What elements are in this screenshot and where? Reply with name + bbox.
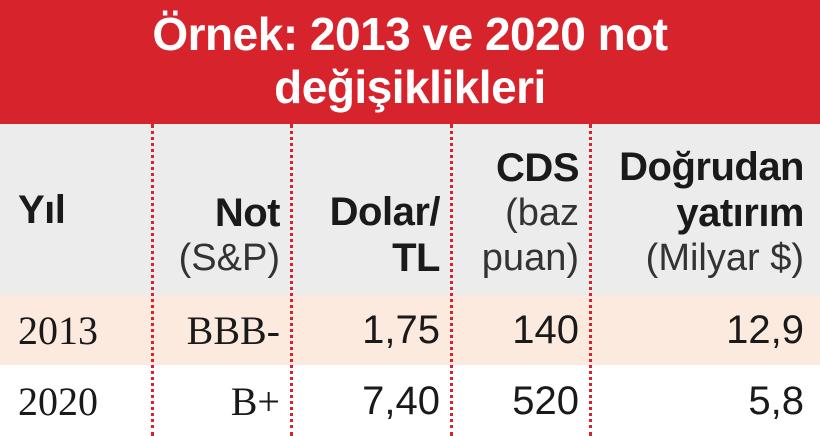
- title-line-1: Örnek: 2013 ve 2020 not: [152, 8, 668, 60]
- header-cds-sub-1: (baz: [505, 192, 579, 234]
- header-cds: CDS (baz puan): [453, 124, 580, 295]
- header-rating-label: Not: [214, 191, 281, 235]
- header-usd-try-line-1: Dolar/: [329, 190, 441, 234]
- table-row-2013-bg: [0, 295, 820, 365]
- cell-rating: B+: [230, 378, 280, 424]
- header-rating-sub: (S&P): [178, 237, 280, 279]
- cell-usd-try: 1,75: [362, 307, 440, 352]
- cell-year: 2013: [18, 307, 98, 353]
- cell-cds: 520: [512, 378, 579, 423]
- header-fdi-line-1: Doğrudan: [619, 145, 804, 189]
- header-rating: Not (S&P): [154, 124, 281, 295]
- header-year: Yıl: [18, 124, 148, 295]
- column-divider: [589, 124, 592, 436]
- header-usd-try-line-2: TL: [392, 236, 440, 280]
- cell-year: 2020: [18, 378, 98, 424]
- header-fdi-sub: (Milyar $): [645, 237, 804, 279]
- table-title: Örnek: 2013 ve 2020 not değişiklikleri: [0, 0, 820, 124]
- header-row-bg: [0, 124, 820, 295]
- cell-usd-try: 7,40: [362, 378, 440, 423]
- column-divider: [151, 124, 154, 436]
- cell-rating: BBB-: [186, 307, 280, 353]
- cell-fdi: 5,8: [748, 378, 804, 423]
- header-fdi-line-2: yatırım: [676, 191, 804, 235]
- column-divider: [450, 124, 453, 436]
- header-cds-sub-2: puan): [481, 237, 579, 279]
- header-usd-try: Dolar/ TL: [293, 124, 441, 295]
- cell-cds: 140: [512, 307, 579, 352]
- table-row-2020-bg: [0, 366, 820, 436]
- title-line-2: değişiklikleri: [274, 61, 546, 113]
- cell-fdi: 12,9: [726, 307, 804, 352]
- header-year-label: Yıl: [18, 187, 66, 232]
- header-cds-label: CDS: [496, 146, 579, 190]
- header-fdi: Doğrudan yatırım (Milyar $): [592, 124, 804, 295]
- column-divider: [290, 124, 293, 436]
